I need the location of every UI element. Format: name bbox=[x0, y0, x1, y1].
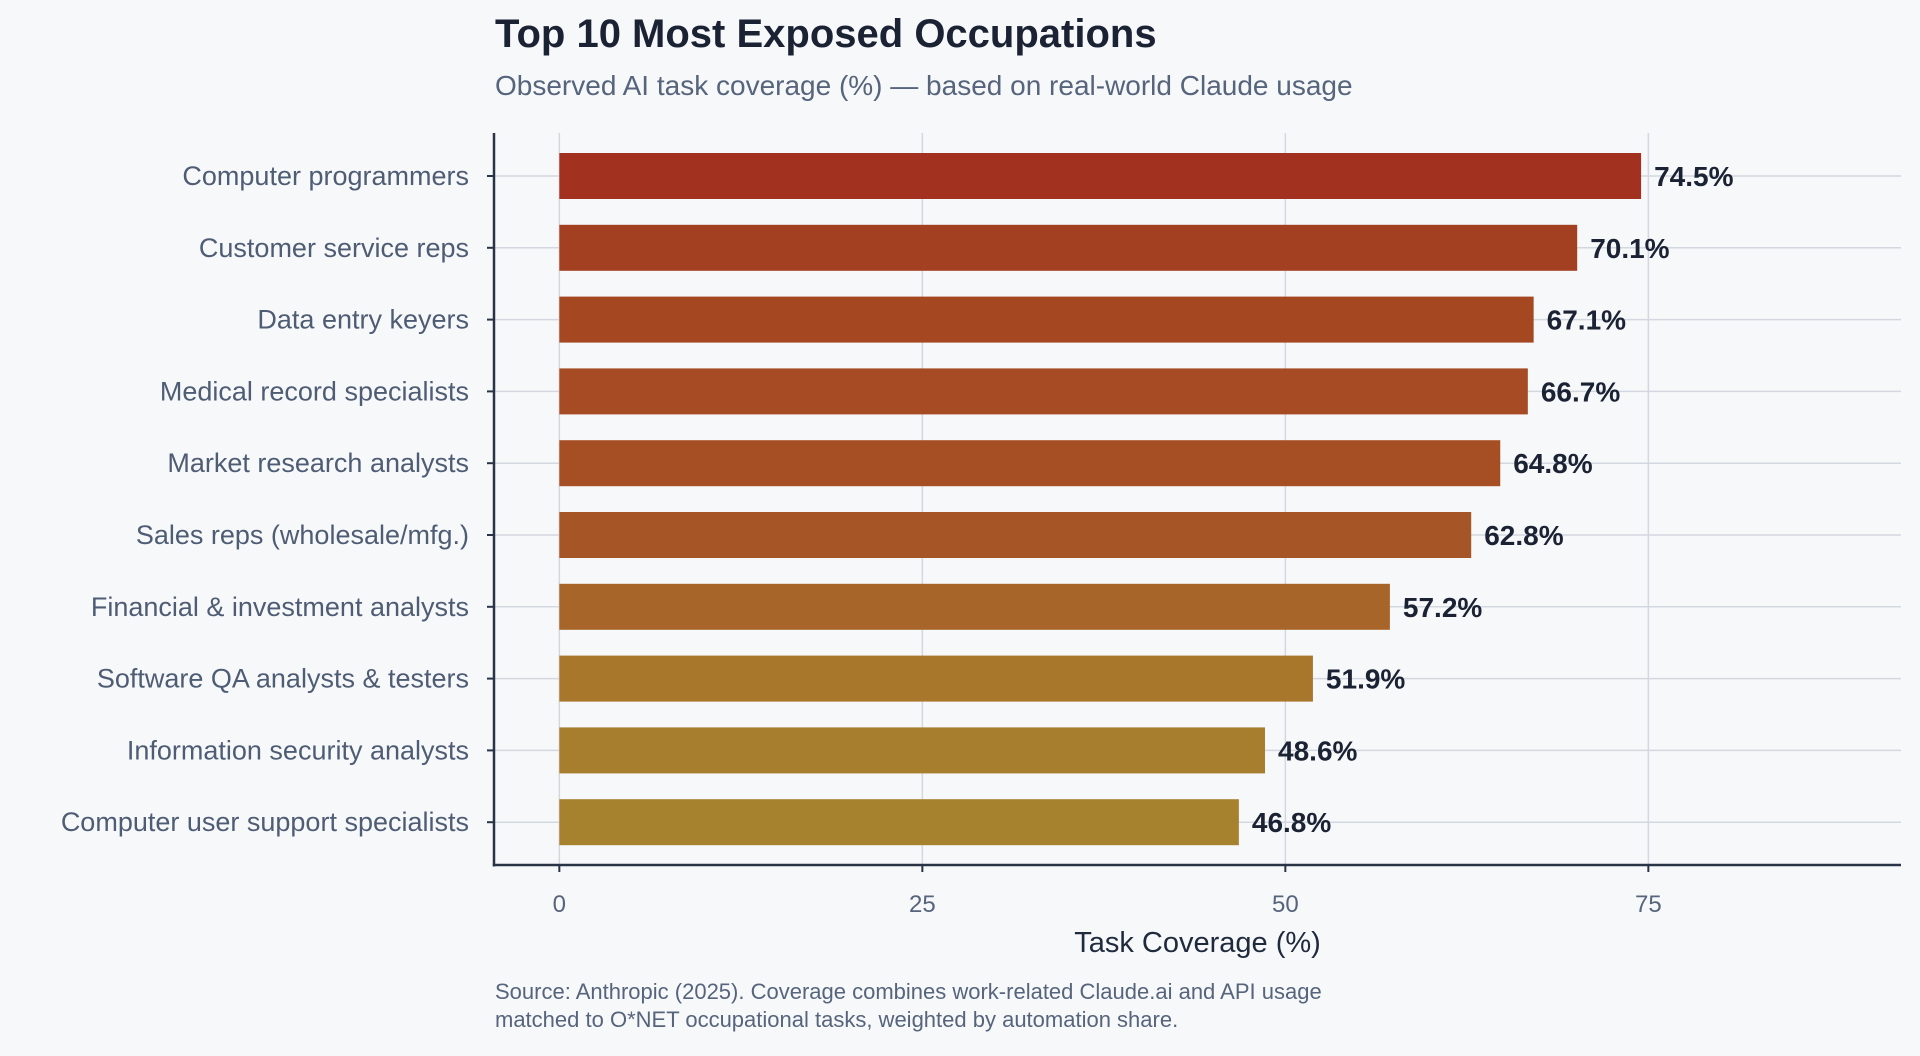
source-line-2: matched to O*NET occupational tasks, wei… bbox=[495, 1007, 1179, 1032]
chart-subtitle: Observed AI task coverage (%) — based on… bbox=[495, 70, 1353, 101]
value-label: 67.1% bbox=[1547, 305, 1626, 336]
y-tick-label: Computer programmers bbox=[182, 161, 469, 191]
x-tick-label: 50 bbox=[1272, 891, 1299, 918]
x-tick-label: 0 bbox=[553, 891, 566, 918]
axes bbox=[487, 133, 1901, 872]
bar bbox=[559, 655, 1313, 702]
value-label: 62.8% bbox=[1484, 520, 1563, 551]
bar bbox=[559, 727, 1266, 774]
y-tick-label: Computer user support specialists bbox=[61, 807, 469, 837]
bar bbox=[559, 296, 1534, 343]
chart-title: Top 10 Most Exposed Occupations bbox=[495, 12, 1157, 56]
value-label: 66.7% bbox=[1541, 376, 1620, 407]
y-tick-label: Data entry keyers bbox=[257, 305, 469, 335]
y-tick-label: Information security analysts bbox=[127, 735, 469, 765]
bars bbox=[559, 153, 1642, 846]
y-tick-label: Medical record specialists bbox=[160, 376, 469, 406]
value-label: 46.8% bbox=[1252, 807, 1331, 838]
y-tick-label: Market research analysts bbox=[167, 448, 469, 478]
bar bbox=[559, 583, 1390, 630]
bar bbox=[559, 440, 1501, 487]
labels: 74.5% 70.1% 67.1% 66.7% 64.8% 62.8% 57.2% 51.9%… bbox=[61, 161, 1734, 918]
value-label: 51.9% bbox=[1326, 664, 1405, 695]
source-note: Source: Anthropic (2025). Coverage combi… bbox=[495, 978, 1322, 1034]
y-tick-label: Sales reps (wholesale/mfg.) bbox=[136, 520, 469, 550]
x-tick-label: 75 bbox=[1635, 891, 1662, 918]
value-label: 48.6% bbox=[1278, 735, 1357, 766]
bar bbox=[559, 224, 1578, 271]
source-line-1: Source: Anthropic (2025). Coverage combi… bbox=[495, 979, 1322, 1004]
bar bbox=[559, 368, 1528, 415]
x-tick-label: 25 bbox=[909, 891, 936, 918]
bar bbox=[559, 512, 1472, 558]
y-tick-label: Software QA analysts & testers bbox=[97, 664, 469, 694]
bar bbox=[559, 153, 1642, 199]
x-axis-label: Task Coverage (%) bbox=[1074, 927, 1321, 959]
value-label: 57.2% bbox=[1403, 592, 1482, 623]
bar bbox=[559, 799, 1239, 846]
value-label: 74.5% bbox=[1654, 161, 1733, 192]
value-label: 70.1% bbox=[1590, 233, 1669, 264]
value-label: 64.8% bbox=[1513, 448, 1592, 479]
y-tick-label: Financial & investment analysts bbox=[91, 592, 469, 622]
y-tick-label: Customer service reps bbox=[199, 233, 469, 263]
